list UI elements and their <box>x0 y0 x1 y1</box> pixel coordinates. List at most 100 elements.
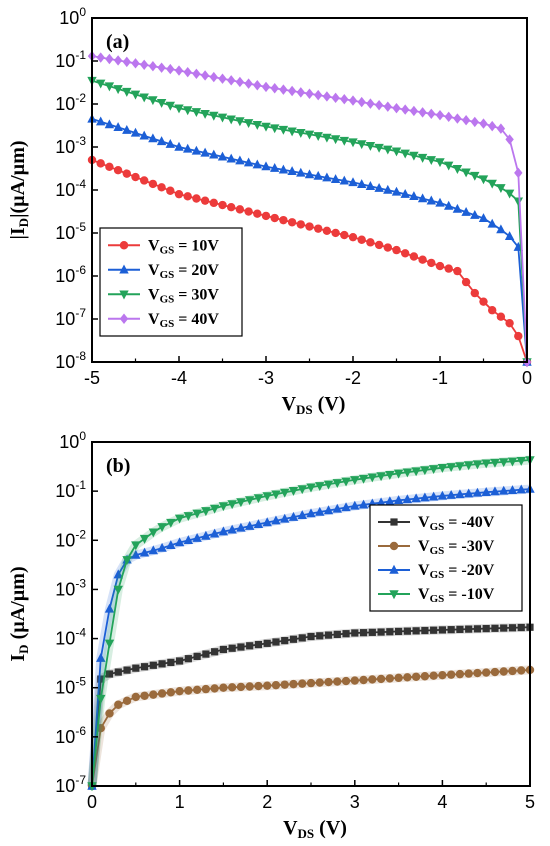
legend-name-subscript: GS <box>160 244 175 256</box>
tick-base: 10 <box>59 8 79 28</box>
data-point <box>452 203 463 213</box>
data-point <box>272 638 280 646</box>
data-point <box>278 164 289 174</box>
data-point <box>368 675 377 684</box>
tick-base: 10 <box>55 678 75 698</box>
data-point <box>227 75 236 86</box>
data-point <box>333 630 341 638</box>
data-point <box>464 669 473 678</box>
data-point <box>374 182 384 192</box>
data-point <box>444 161 454 171</box>
data-point <box>174 514 185 524</box>
data-point <box>392 245 401 255</box>
data-point <box>131 549 141 559</box>
legend-swatch-marker <box>389 590 399 600</box>
data-point <box>261 122 271 132</box>
y-tick-label: 10-5 <box>55 220 86 243</box>
data-point <box>96 52 105 63</box>
tick-exponent: -1 <box>75 478 86 492</box>
legend-name-main: V <box>148 262 160 279</box>
legend-name-main: V <box>418 514 430 531</box>
legend-name-rest: = 10V <box>174 237 219 254</box>
data-point <box>149 661 157 669</box>
y-tick-label: 10-1 <box>55 478 86 501</box>
data-point <box>297 485 307 495</box>
legend-name-main: V <box>418 586 430 603</box>
data-point <box>444 111 453 123</box>
axis-label-subscript: DS <box>298 826 315 841</box>
data-point <box>357 140 367 150</box>
data-point <box>122 696 132 706</box>
tick-base: 10 <box>55 727 75 747</box>
data-point <box>166 186 175 195</box>
data-point <box>340 230 349 240</box>
data-point <box>374 143 384 153</box>
tick-exponent: 0 <box>79 429 86 443</box>
data-point <box>218 73 227 84</box>
data-point <box>427 258 436 268</box>
data-point <box>130 127 141 137</box>
data-point <box>219 683 228 692</box>
data-point <box>516 456 526 466</box>
data-point <box>227 203 236 212</box>
data-point <box>114 700 123 709</box>
x-axis-label: VDS (V) <box>282 393 346 417</box>
data-point <box>383 145 393 155</box>
data-point <box>139 534 150 544</box>
data-point <box>263 681 272 690</box>
data-point <box>296 129 306 138</box>
data-point <box>435 158 445 168</box>
data-point <box>200 70 210 81</box>
legend-name-rest: = -20V <box>444 562 494 579</box>
data-point <box>348 95 358 106</box>
data-point <box>96 79 106 89</box>
data-point <box>227 524 237 534</box>
data-point <box>97 675 105 683</box>
data-point <box>287 127 297 137</box>
y-tick-label: 100 <box>59 429 86 452</box>
legend-name-subscript: GS <box>430 545 445 557</box>
tick-exponent: -5 <box>75 675 86 689</box>
data-point <box>446 670 456 679</box>
series--20v <box>87 483 535 790</box>
data-point <box>430 626 438 634</box>
data-point <box>516 484 526 494</box>
y-axis-label: ID (µA/µm) <box>7 566 31 661</box>
legend-entry: VGS = -40V <box>418 514 495 533</box>
data-point <box>298 679 307 688</box>
data-point <box>496 184 506 194</box>
legend-swatch-marker <box>389 564 399 574</box>
tick-base: 10 <box>55 776 75 796</box>
x-tick-label: 0 <box>522 368 532 388</box>
data-point <box>209 198 218 208</box>
x-tick-label: -5 <box>84 368 100 388</box>
data-point <box>323 505 334 515</box>
data-point <box>113 166 123 175</box>
data-point <box>376 472 386 482</box>
data-point <box>157 689 167 698</box>
data-point <box>351 629 359 637</box>
data-point <box>287 85 297 97</box>
legend-name-main: V <box>148 286 160 303</box>
legend-name-subscript: GS <box>160 293 175 305</box>
data-point <box>306 508 316 518</box>
data-point <box>174 189 184 199</box>
data-point <box>156 136 167 146</box>
y-tick-label: 10-2 <box>55 527 86 550</box>
data-point <box>105 670 114 678</box>
y-tick-label: 10-8 <box>55 349 86 372</box>
y-tick-label: 10-6 <box>55 263 86 286</box>
data-point <box>148 545 159 555</box>
data-point <box>402 468 413 478</box>
data-point <box>472 460 483 470</box>
x-tick-label: 1 <box>175 792 185 812</box>
data-point <box>279 84 288 95</box>
data-point <box>393 469 404 479</box>
data-point <box>157 62 166 73</box>
data-point <box>444 264 453 273</box>
data-point <box>357 179 367 189</box>
data-point <box>428 465 439 475</box>
data-point <box>482 624 490 633</box>
data-point <box>105 709 114 718</box>
